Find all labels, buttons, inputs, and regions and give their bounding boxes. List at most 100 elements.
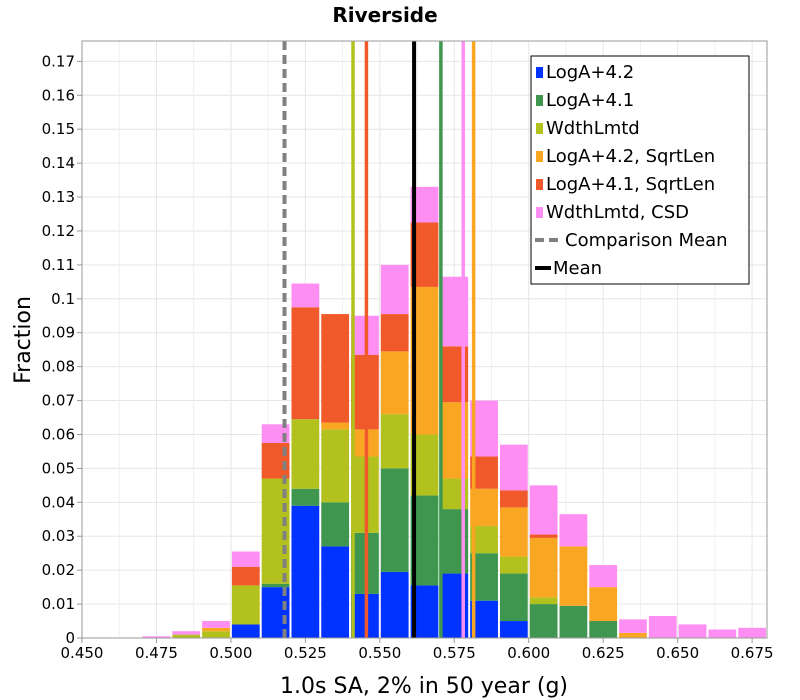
bar-segment	[380, 314, 409, 352]
bar-segment	[321, 314, 350, 423]
bar-segment	[291, 307, 320, 420]
y-tick-label: 0.09	[42, 324, 75, 342]
bar-segment	[291, 419, 320, 489]
legend-label: LogA+4.2	[546, 62, 634, 83]
bar-segment	[738, 627, 766, 638]
y-tick-label: 0.14	[42, 154, 75, 172]
y-tick-label: 0.1	[51, 290, 75, 308]
y-axis-label: Fraction	[11, 296, 36, 384]
y-tick-label: 0.05	[42, 459, 75, 477]
legend-swatch	[536, 123, 543, 134]
mean-lines	[282, 41, 476, 638]
y-tick-label: 0.02	[42, 561, 75, 579]
y-tick-label: 0.12	[42, 222, 75, 240]
bar-segment	[529, 485, 558, 535]
bar-segment	[321, 502, 350, 547]
bar-segment	[202, 627, 230, 632]
legend-label: WdthLmtd, CSD	[546, 202, 689, 223]
bar-segment	[499, 507, 528, 557]
bar-segment	[559, 546, 588, 606]
bar-segment	[291, 283, 320, 308]
bar-segment	[202, 631, 230, 638]
bar-segment	[380, 414, 409, 469]
legend-label: LogA+4.1	[546, 90, 634, 111]
bar-segment	[499, 490, 528, 508]
legend-box	[530, 55, 750, 285]
x-tick-label: 0.650	[656, 644, 699, 662]
x-axis-ticks: 0.450 0.475 0.500 0.525 0.550 0.575 0.600 0.625…	[61, 638, 774, 662]
bar-segment	[499, 556, 528, 574]
y-tick-label: 0.07	[42, 392, 75, 410]
bar-segment	[172, 634, 201, 638]
y-tick-label: 0.11	[42, 256, 75, 274]
y-tick-label: 0.15	[42, 120, 75, 138]
y-tick-label: 0.13	[42, 188, 75, 206]
bar-segment	[708, 629, 737, 638]
bar-segment	[321, 429, 350, 503]
x-tick-label: 0.675	[731, 644, 774, 662]
bar-segment	[648, 615, 677, 638]
bar-segment	[380, 264, 409, 315]
bar-segment	[291, 488, 320, 506]
y-tick-label: 0.01	[42, 595, 75, 613]
bar-segment	[380, 351, 409, 415]
bar-segment	[321, 546, 350, 638]
legend-swatch	[536, 67, 543, 78]
legend-label: LogA+4.2, SqrtLen	[546, 146, 715, 167]
x-tick-label: 0.450	[61, 644, 104, 662]
x-tick-label: 0.550	[358, 644, 401, 662]
bar-segment	[380, 468, 409, 572]
bar-segment	[231, 624, 260, 638]
x-tick-label: 0.600	[507, 644, 550, 662]
y-tick-label: 0.08	[42, 358, 75, 376]
bar-segment	[589, 621, 618, 638]
chart-title: Riverside	[332, 3, 437, 27]
bar-segment	[619, 619, 647, 633]
legend-label: LogA+4.1, SqrtLen	[546, 174, 715, 195]
legend-swatch	[536, 151, 543, 162]
legend-swatch	[536, 95, 543, 106]
bar-segment	[529, 534, 558, 538]
x-tick-label: 0.500	[209, 644, 252, 662]
bar-segment	[499, 621, 528, 638]
x-tick-label: 0.525	[284, 644, 327, 662]
bar-segment	[291, 505, 320, 638]
bar-segment	[499, 573, 528, 622]
legend-label: Mean	[553, 258, 602, 279]
bar-segment	[619, 632, 647, 638]
bar-segment	[678, 624, 707, 638]
bar-segment	[321, 422, 350, 430]
bar-segment	[231, 566, 260, 586]
bar-segment	[589, 587, 618, 622]
y-tick-label: 0.17	[42, 52, 75, 70]
y-tick-label: 0.16	[42, 86, 75, 104]
bar-segment	[172, 631, 201, 635]
bar-segment	[499, 444, 528, 491]
bar-segment	[261, 583, 290, 588]
bar-segment	[589, 565, 618, 588]
bar-segment	[380, 571, 409, 638]
legend-swatch	[536, 207, 543, 218]
legend-label: Comparison Mean	[565, 230, 728, 251]
bar-segment	[559, 605, 588, 638]
legend-label: WdthLmtd	[546, 118, 640, 139]
bar-segment	[529, 597, 558, 605]
bar-segment	[559, 514, 588, 547]
x-tick-label: 0.475	[135, 644, 178, 662]
y-tick-label: 0.04	[42, 493, 75, 511]
x-axis-label: 1.0s SA, 2% in 50 year (g)	[280, 674, 568, 699]
bar-segment	[202, 621, 230, 628]
y-axis-ticks: 0 0.01 0.02 0.03 0.04 0.05 0.06 0.07 0.08 0.09 0.1…	[42, 52, 82, 647]
y-tick-label: 0.03	[42, 527, 75, 545]
bar-segment	[529, 604, 558, 638]
y-tick-label: 0.06	[42, 425, 75, 443]
y-tick-label: 0	[65, 629, 75, 647]
x-tick-label: 0.575	[433, 644, 476, 662]
legend-swatch	[536, 179, 543, 190]
x-tick-label: 0.625	[582, 644, 625, 662]
bar-segment	[231, 551, 260, 567]
legend: LogA+4.2 LogA+4.1 WdthLmtd LogA+4.2, SqrtLe…	[530, 55, 750, 285]
bar-segment	[231, 585, 260, 625]
bar-segment	[529, 537, 558, 598]
